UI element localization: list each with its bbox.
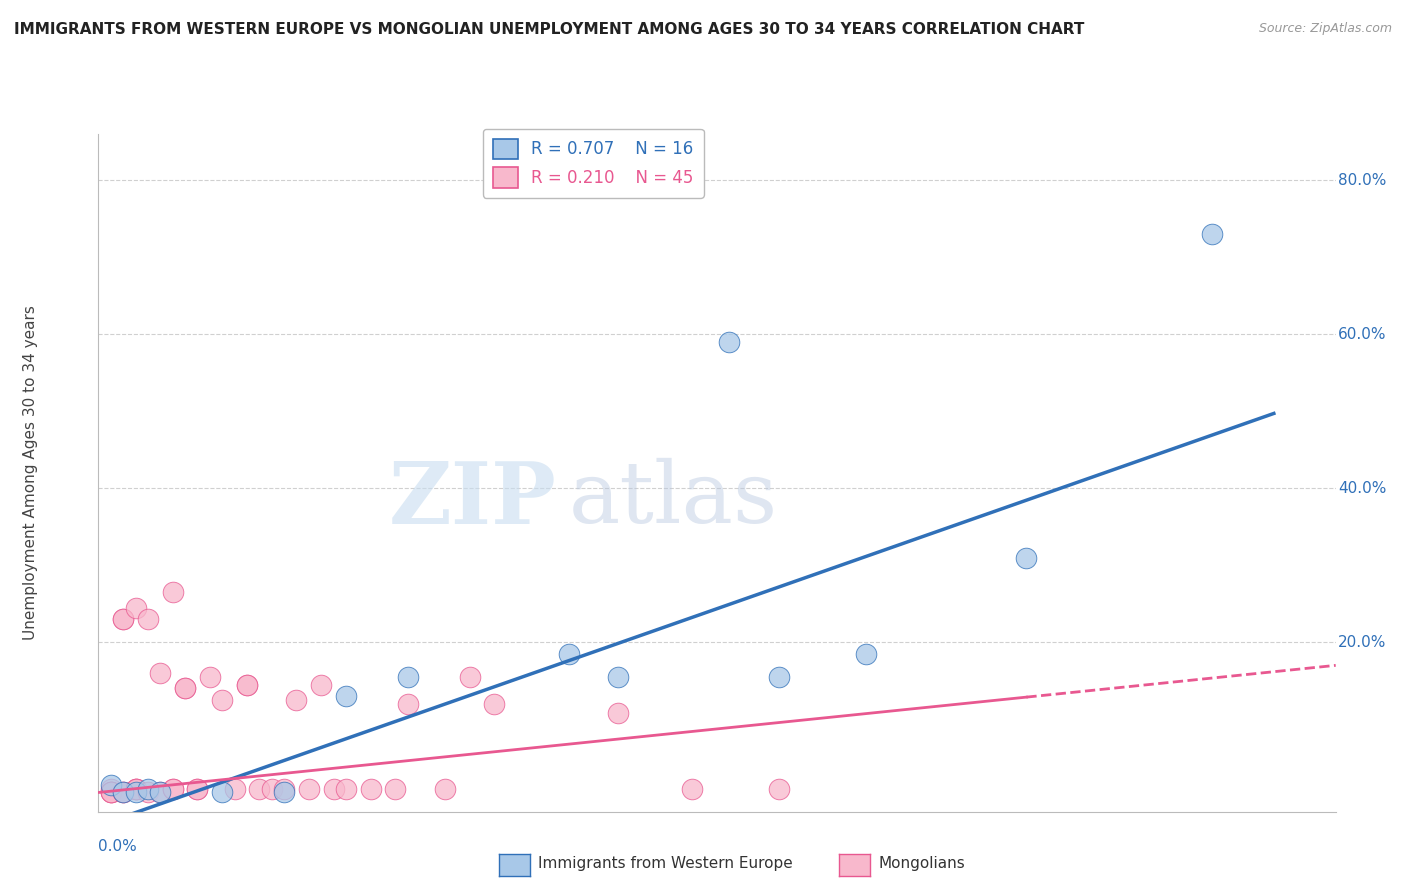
Point: [174, 681, 197, 696]
Text: Mongolians: Mongolians: [879, 856, 966, 871]
Point: [458, 670, 481, 684]
Point: [360, 781, 382, 796]
Point: [236, 678, 259, 692]
Legend: R = 0.707    N = 16, R = 0.210    N = 45: R = 0.707 N = 16, R = 0.210 N = 45: [484, 128, 703, 197]
Point: [247, 781, 270, 796]
Point: [718, 334, 741, 349]
Point: [149, 666, 172, 681]
Point: [162, 585, 184, 599]
Point: [309, 678, 332, 692]
Point: [273, 781, 295, 796]
Point: [298, 781, 321, 796]
Point: [162, 781, 184, 796]
Point: [136, 785, 159, 799]
Point: [112, 612, 135, 626]
Text: ZIP: ZIP: [388, 458, 557, 541]
Point: [136, 612, 159, 626]
Point: [396, 670, 419, 684]
Point: [100, 785, 122, 799]
Point: [236, 678, 259, 692]
Point: [100, 785, 122, 799]
Point: [186, 781, 208, 796]
Point: [557, 647, 579, 661]
Point: [136, 781, 159, 796]
Point: [855, 647, 877, 661]
Point: [100, 785, 122, 799]
Point: [396, 697, 419, 711]
Point: [124, 781, 146, 796]
Point: [285, 693, 308, 707]
Text: atlas: atlas: [568, 458, 778, 541]
Point: [112, 785, 135, 799]
Text: Unemployment Among Ages 30 to 34 years: Unemployment Among Ages 30 to 34 years: [22, 305, 38, 640]
Point: [1201, 227, 1223, 241]
Point: [124, 781, 146, 796]
Point: [607, 670, 630, 684]
Point: [768, 670, 790, 684]
Text: Immigrants from Western Europe: Immigrants from Western Europe: [538, 856, 793, 871]
Point: [211, 785, 233, 799]
Point: [484, 697, 506, 711]
Point: [124, 785, 146, 799]
Point: [211, 693, 233, 707]
Point: [768, 781, 790, 796]
Point: [149, 785, 172, 799]
Point: [273, 785, 295, 799]
Text: Source: ZipAtlas.com: Source: ZipAtlas.com: [1258, 22, 1392, 36]
Point: [224, 781, 246, 796]
Text: IMMIGRANTS FROM WESTERN EUROPE VS MONGOLIAN UNEMPLOYMENT AMONG AGES 30 TO 34 YEA: IMMIGRANTS FROM WESTERN EUROPE VS MONGOL…: [14, 22, 1084, 37]
Point: [100, 778, 122, 792]
Point: [112, 612, 135, 626]
Point: [124, 781, 146, 796]
Point: [100, 781, 122, 796]
Text: 0.0%: 0.0%: [98, 838, 138, 854]
Point: [322, 781, 344, 796]
Point: [1015, 550, 1038, 565]
Point: [433, 781, 456, 796]
Point: [149, 785, 172, 799]
Point: [162, 781, 184, 796]
Point: [186, 781, 208, 796]
Text: 60.0%: 60.0%: [1339, 326, 1386, 342]
Point: [607, 706, 630, 720]
Point: [124, 600, 146, 615]
Point: [198, 670, 221, 684]
Point: [384, 781, 406, 796]
Point: [112, 785, 135, 799]
Point: [335, 781, 357, 796]
Point: [681, 781, 703, 796]
Text: 40.0%: 40.0%: [1339, 481, 1386, 496]
Point: [112, 785, 135, 799]
Text: 20.0%: 20.0%: [1339, 635, 1386, 649]
Point: [174, 681, 197, 696]
Text: 80.0%: 80.0%: [1339, 172, 1386, 187]
Point: [260, 781, 283, 796]
Point: [335, 689, 357, 703]
